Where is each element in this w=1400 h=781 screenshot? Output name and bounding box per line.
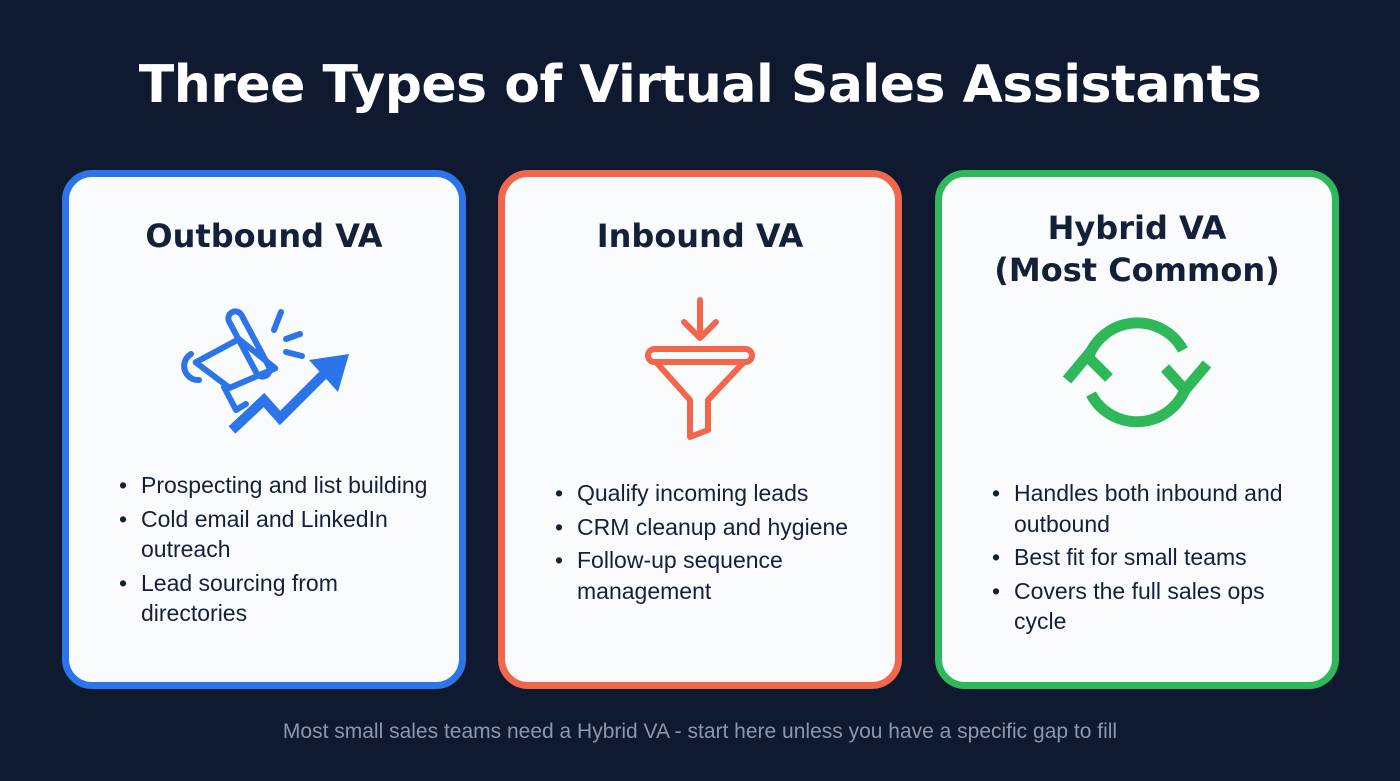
card-title: Inbound VA [596,217,804,255]
list-item: Follow-up sequence management [555,545,875,606]
footer-note: Most small sales teams need a Hybrid VA … [282,720,1118,743]
card-title: Outbound VA [145,217,383,255]
megaphone-trend-arrow-icon [69,292,459,452]
list-item: Handles both inbound and outbound [992,478,1312,539]
bullet-list: Prospecting and list building Cold email… [119,470,439,632]
list-item: Cold email and LinkedIn outreach [119,504,439,565]
card-subtitle: (Most Common) [994,251,1280,289]
list-item: CRM cleanup and hygiene [555,512,875,543]
bullet-list: Qualify incoming leads CRM cleanup and h… [555,478,875,609]
list-item: Lead sourcing from directories [119,568,439,629]
card-outbound-va: Outbound VA Prospecting and list buildin… [62,170,466,689]
list-item: Covers the full sales ops cycle [992,576,1312,637]
page-title: Three Types of Virtual Sales Assistants [138,55,1262,115]
funnel-arrow-icon [505,292,895,452]
card-hybrid-va: Hybrid VA (Most Common) Handles both inb… [935,170,1339,689]
bullet-list: Handles both inbound and outbound Best f… [992,478,1312,640]
cycle-arrows-icon [942,292,1332,452]
list-item: Qualify incoming leads [555,478,875,509]
card-title: Hybrid VA [1047,209,1227,247]
list-item: Prospecting and list building [119,470,439,501]
card-inbound-va: Inbound VA Qualify incoming leads CRM cl… [498,170,902,689]
list-item: Best fit for small teams [992,542,1312,573]
